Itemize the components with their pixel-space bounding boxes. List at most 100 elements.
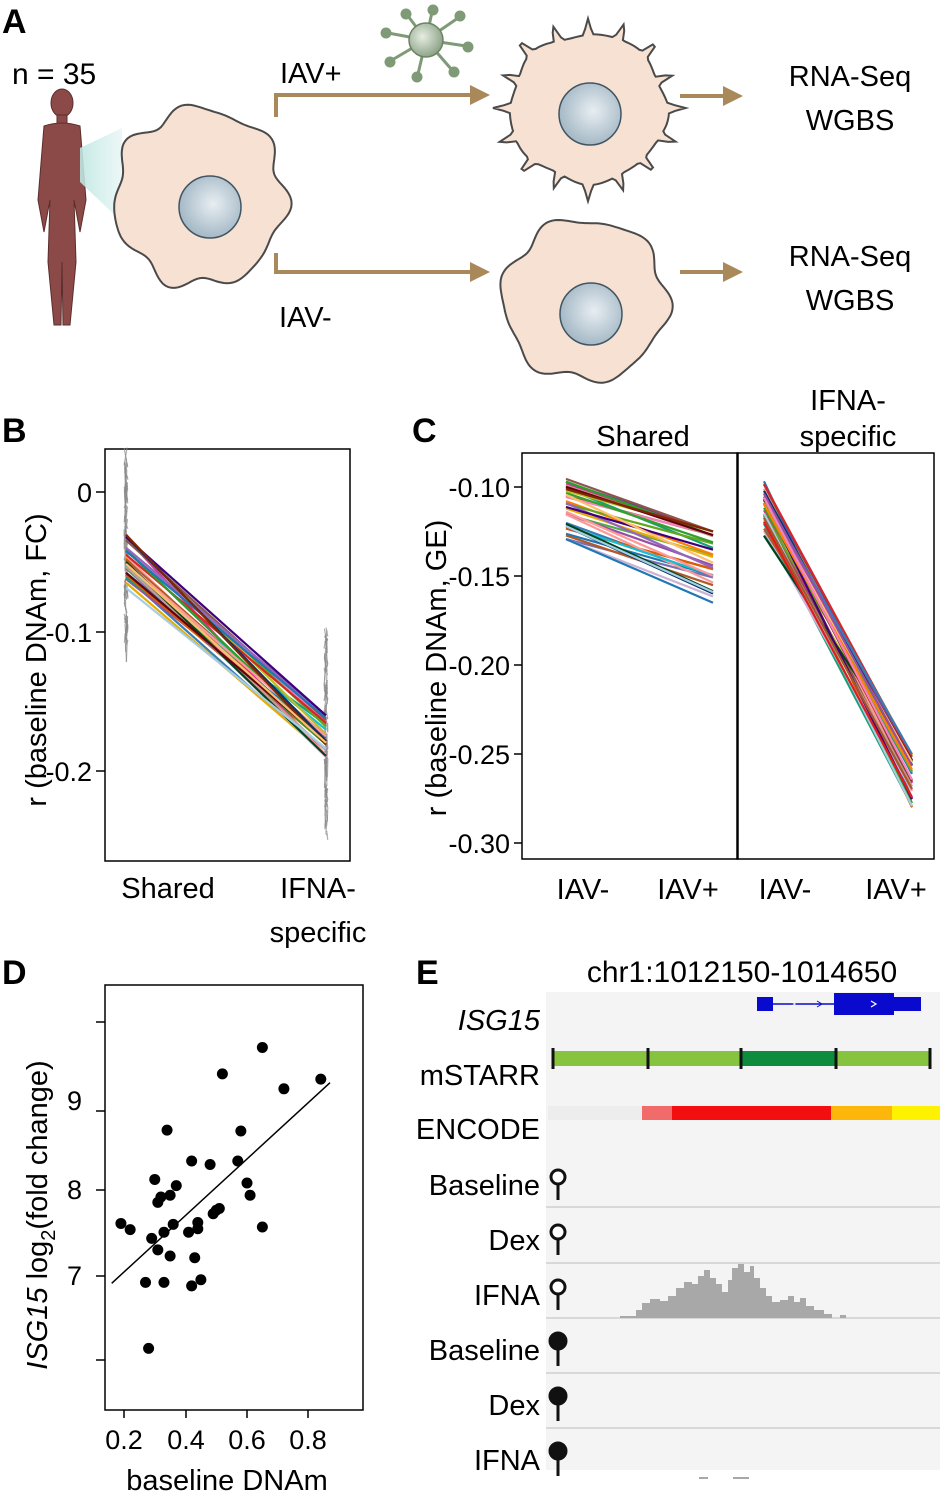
signal-fragment xyxy=(733,1477,749,1479)
panel-b-ytick: -0.1 xyxy=(45,618,92,648)
panel-b-xtick: IFNA- xyxy=(280,873,356,905)
panel-d-xtick: 0.6 xyxy=(228,1425,266,1455)
panel-c-yaxis: -0.10 -0.15 -0.20 -0.25 -0.30 xyxy=(448,473,522,859)
panel-a-letter: A xyxy=(2,3,27,41)
track-label-dex-open: Dex xyxy=(488,1225,540,1257)
panel-c-ytick: -0.10 xyxy=(448,473,510,503)
series-line xyxy=(763,521,913,798)
spread-mark-ifna xyxy=(324,748,328,767)
series-line xyxy=(125,563,327,744)
open-lollipop-icon xyxy=(549,1223,567,1255)
scatter-point xyxy=(213,1202,225,1214)
spread-mark-ifna xyxy=(323,657,327,664)
panel-c-xtick: IAV- xyxy=(557,874,610,906)
spread-mark-shared xyxy=(123,636,129,641)
track-label-dex-filled: Dex xyxy=(488,1390,540,1422)
panel-d-xaxis: 0.2 0.4 0.6 0.8 xyxy=(105,1410,327,1455)
panel-b-series-lines xyxy=(125,533,327,758)
spread-mark-shared xyxy=(123,556,126,561)
scatter-point xyxy=(158,1276,170,1288)
filled-lollipop-icon xyxy=(548,1441,568,1476)
scatter-point xyxy=(315,1073,327,1085)
track-label-isg15: ISG15 xyxy=(458,1005,541,1037)
panel-e-letter: E xyxy=(416,954,439,992)
spread-mark-shared xyxy=(124,490,127,493)
spread-mark-shared xyxy=(124,505,128,520)
series-line xyxy=(125,536,327,717)
spread-mark-ifna xyxy=(324,690,329,700)
nucleus xyxy=(558,82,622,146)
panel-c-ylabel: r (baseline DNAm, GE) xyxy=(421,520,453,817)
open-lollipop-icon xyxy=(549,1278,567,1310)
series-line xyxy=(565,538,714,604)
spread-mark-ifna xyxy=(326,830,329,840)
series-line xyxy=(565,510,714,577)
spread-mark-ifna xyxy=(324,760,328,781)
spread-mark-shared xyxy=(124,617,127,620)
series-line xyxy=(763,497,913,781)
panel-c-ytick: -0.20 xyxy=(448,651,510,681)
uninfected-cell xyxy=(499,218,674,384)
scatter-point xyxy=(186,1155,198,1167)
series-line xyxy=(565,491,714,544)
panel-b-yaxis: 0 -0.1 -0.2 xyxy=(45,478,105,787)
series-line xyxy=(125,550,327,719)
spread-mark-ifna xyxy=(324,789,327,792)
spread-mark-shared xyxy=(125,464,128,473)
panel-d-plot-frame xyxy=(104,984,364,1411)
panel-b-ylabel: r (baseline DNAm, FC) xyxy=(21,513,53,806)
nucleus xyxy=(559,282,623,346)
facet-shared-frame xyxy=(521,452,739,860)
panel-c-xtick: IAV+ xyxy=(865,874,927,906)
open-lollipop-icon xyxy=(549,1168,567,1200)
spread-mark-ifna xyxy=(324,656,329,664)
scatter-point xyxy=(244,1189,256,1201)
scatter-point xyxy=(170,1180,182,1192)
arrow-iav-pos xyxy=(274,85,490,117)
panel-d-ylabel: ISG15 log2(fold change) xyxy=(22,1060,60,1369)
spread-mark-shared xyxy=(125,590,128,600)
output-bottom-rnaseq: RNA-Seq xyxy=(789,241,912,273)
panel-b-spread-marks xyxy=(123,447,329,840)
spread-mark-shared xyxy=(123,585,126,593)
scatter-point xyxy=(241,1177,253,1189)
spread-mark-ifna xyxy=(324,809,328,827)
spread-mark-shared xyxy=(125,620,128,632)
panel-c-xtick: IAV+ xyxy=(657,874,719,906)
panel-d-points xyxy=(115,1041,327,1354)
spread-mark-shared xyxy=(126,624,129,633)
panel-a: A n = 35 IAV+ IAV- xyxy=(2,3,912,384)
scatter-point xyxy=(164,1189,176,1201)
scatter-point xyxy=(256,1041,268,1053)
spread-mark-shared xyxy=(126,462,129,467)
panel-d-xtick: 0.8 xyxy=(289,1425,327,1455)
infected-cell xyxy=(492,14,690,205)
macrophage-cell xyxy=(113,103,293,289)
spread-mark-shared xyxy=(124,619,127,625)
scatter-point xyxy=(256,1221,268,1233)
facet-ifna-label: specific xyxy=(800,421,897,453)
human-figure-icon xyxy=(37,88,87,326)
locus-label: chr1:1012150-1014650 xyxy=(587,956,897,989)
panel-d-letter: D xyxy=(2,954,27,992)
spread-mark-ifna xyxy=(324,801,328,806)
scatter-point xyxy=(183,1226,195,1238)
panel-d-ytick: 7 xyxy=(67,1261,82,1291)
sampling-cone xyxy=(80,128,122,222)
panel-c-letter: C xyxy=(412,412,437,450)
spread-mark-shared xyxy=(124,522,128,533)
scatter-point xyxy=(155,1191,167,1203)
series-line xyxy=(565,507,714,559)
panel-c-ytick: -0.30 xyxy=(448,829,510,859)
scatter-point xyxy=(143,1342,155,1354)
panel-e: E chr1:1012150-1014650 ISG15 mSTARR ENCO… xyxy=(416,954,940,1479)
panel-c-shared-lines xyxy=(565,477,714,604)
series-line xyxy=(125,546,327,717)
panel-b-plot-frame xyxy=(104,448,351,862)
scatter-point xyxy=(161,1124,173,1136)
scatter-point xyxy=(124,1224,136,1236)
spread-mark-shared xyxy=(126,497,129,501)
spread-mark-ifna xyxy=(324,758,328,764)
panel-b-ytick: 0 xyxy=(77,478,92,508)
